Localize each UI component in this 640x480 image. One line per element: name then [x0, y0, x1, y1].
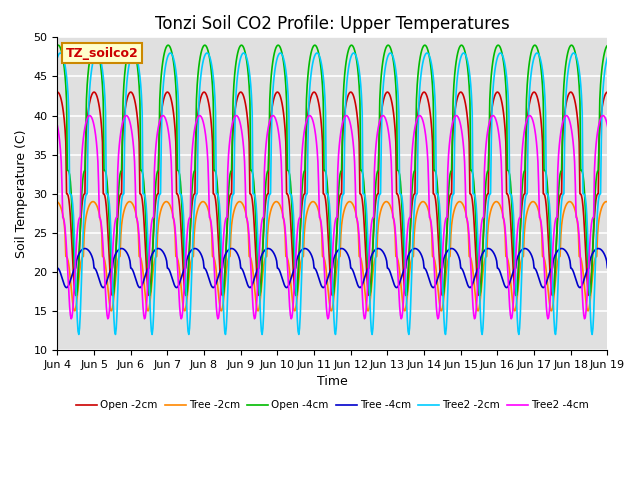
Tree -4cm — [604, 265, 612, 271]
Tree -4cm — [63, 285, 70, 290]
Tree -4cm — [54, 265, 61, 271]
Tree2 -4cm — [434, 316, 442, 322]
Open -2cm — [600, 97, 607, 103]
Tree -2cm — [533, 204, 541, 209]
Open -4cm — [600, 50, 608, 56]
Open -4cm — [604, 42, 612, 48]
Open -2cm — [54, 89, 61, 95]
Open -4cm — [54, 42, 62, 48]
Tree2 -4cm — [533, 147, 541, 153]
Open -2cm — [72, 293, 79, 299]
Open -2cm — [292, 290, 300, 296]
Title: Tonzi Soil CO2 Profile: Upper Temperatures: Tonzi Soil CO2 Profile: Upper Temperatur… — [155, 15, 510, 33]
Tree -4cm — [174, 284, 182, 289]
Line: Tree2 -4cm: Tree2 -4cm — [58, 116, 608, 319]
Open -2cm — [532, 92, 540, 97]
Tree2 -4cm — [600, 114, 608, 120]
Open -2cm — [173, 191, 181, 197]
Tree2 -4cm — [86, 113, 93, 119]
Tree -2cm — [604, 200, 612, 205]
Legend: Open -2cm, Tree -2cm, Open -4cm, Tree -4cm, Tree2 -2cm, Tree2 -4cm: Open -2cm, Tree -2cm, Open -4cm, Tree -4… — [72, 396, 593, 414]
Tree2 -2cm — [292, 297, 300, 303]
Open -4cm — [533, 45, 541, 51]
Tree2 -2cm — [600, 72, 608, 77]
Tree2 -4cm — [173, 262, 181, 267]
Tree2 -2cm — [173, 82, 181, 87]
Tree -2cm — [54, 199, 61, 205]
Tree -4cm — [198, 253, 205, 259]
Tree2 -4cm — [54, 123, 61, 129]
Y-axis label: Soil Temperature (C): Soil Temperature (C) — [15, 130, 28, 258]
Open -2cm — [197, 94, 205, 100]
Tree2 -4cm — [604, 127, 612, 133]
Open -4cm — [472, 224, 480, 229]
Open -2cm — [604, 89, 612, 95]
Tree -2cm — [173, 255, 181, 261]
Tree2 -2cm — [54, 55, 61, 60]
Tree -2cm — [291, 308, 299, 314]
Tree2 -2cm — [197, 72, 205, 77]
Tree2 -2cm — [56, 50, 64, 56]
Tree -4cm — [600, 252, 608, 257]
Open -4cm — [174, 168, 182, 173]
Tree -2cm — [293, 293, 301, 299]
Tree2 -4cm — [292, 240, 300, 246]
Tree2 -4cm — [472, 308, 480, 314]
Tree2 -2cm — [533, 50, 541, 56]
Tree -2cm — [90, 199, 97, 204]
Tree -2cm — [197, 200, 205, 205]
Open -4cm — [54, 43, 61, 48]
Line: Open -2cm: Open -2cm — [58, 92, 608, 296]
Open -2cm — [472, 241, 479, 247]
Tree2 -2cm — [295, 332, 303, 337]
Tree -2cm — [472, 300, 480, 305]
Open -4cm — [146, 293, 154, 299]
Tree2 -4cm — [197, 114, 205, 120]
Line: Open -4cm: Open -4cm — [58, 45, 608, 296]
Line: Tree -4cm: Tree -4cm — [58, 249, 608, 288]
Tree2 -2cm — [604, 53, 612, 59]
Text: TZ_soilco2: TZ_soilco2 — [66, 47, 138, 60]
Line: Tree2 -2cm: Tree2 -2cm — [58, 53, 608, 335]
Open -4cm — [293, 288, 301, 294]
Open -4cm — [198, 47, 205, 53]
Tree -2cm — [600, 200, 608, 205]
Tree -4cm — [472, 270, 480, 276]
Tree2 -2cm — [472, 201, 480, 207]
Tree -4cm — [293, 255, 301, 261]
Tree -4cm — [533, 270, 541, 276]
X-axis label: Time: Time — [317, 375, 348, 388]
Tree -4cm — [81, 246, 89, 252]
Line: Tree -2cm: Tree -2cm — [58, 202, 608, 311]
